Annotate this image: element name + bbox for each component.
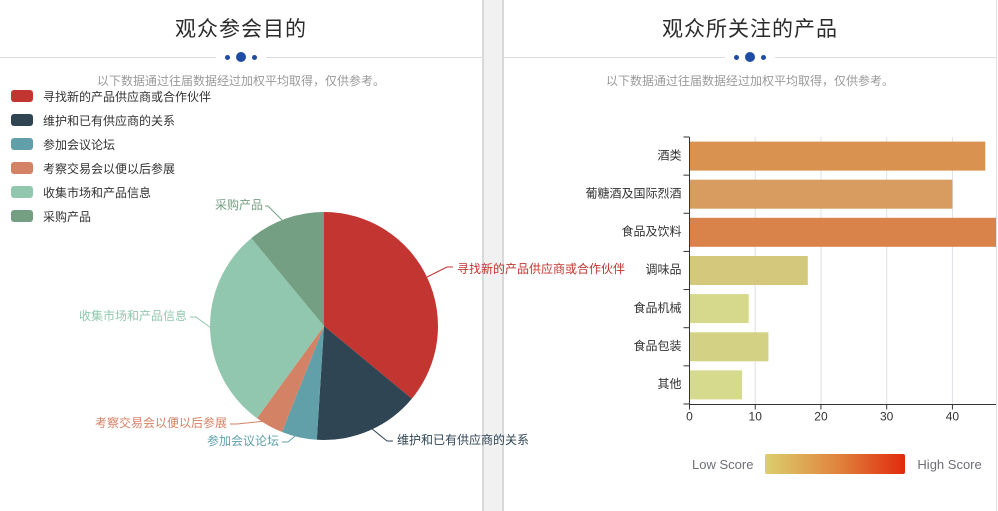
legend-item[interactable]: 参加会议论坛 (11, 132, 211, 156)
legend-item[interactable]: 收集市场和产品信息 (11, 180, 211, 204)
page-title: 观众所关注的产品 (662, 18, 838, 41)
pie-slice[interactable] (324, 212, 438, 399)
legend-swatch (11, 162, 33, 174)
x-tick-label: 10 (749, 410, 763, 424)
divider-dot (236, 52, 246, 62)
divider-dot (734, 54, 739, 60)
title-divider (504, 52, 996, 62)
category-label: 食品包装 (633, 338, 681, 353)
legend-item[interactable]: 寻找新的产品供应商或合作伙伴 (11, 84, 211, 108)
legend-item[interactable]: 考察交易会以便以后参展 (11, 156, 211, 180)
legend-swatch (11, 186, 33, 198)
panel-products-of-interest: 观众所关注的产品 以下数据通过往届数据经过加权平均取得，仅供参考。 酒类葡糖酒及… (504, 0, 997, 511)
category-label: 葡糖酒及国际烈酒 (585, 185, 681, 200)
pie-slice[interactable] (251, 212, 324, 326)
bar[interactable] (689, 217, 997, 247)
pie-slice[interactable] (257, 326, 324, 432)
bar[interactable] (689, 370, 743, 400)
legend-item[interactable]: 维护和已有供应商的关系 (11, 108, 211, 132)
legend-swatch (11, 90, 33, 102)
bar[interactable] (689, 256, 808, 285)
category-label: 食品机械 (633, 300, 681, 315)
visualmap-low-label: Low Score (692, 456, 754, 472)
divider-dot (745, 52, 755, 62)
category-label: 酒类 (657, 148, 681, 162)
legend-swatch (11, 138, 33, 150)
bar[interactable] (689, 332, 769, 362)
title-divider (0, 52, 482, 62)
visualmap-high-label: High Score (917, 456, 982, 472)
pie-legend: 寻找新的产品供应商或合作伙伴 维护和已有供应商的关系 参加会议论坛考察交易会以便以后… (11, 84, 211, 228)
bar[interactable] (689, 294, 749, 324)
legend-label: 维护和已有供应商的关系 (43, 113, 176, 128)
visualmap-gradient-bar[interactable] (765, 454, 906, 474)
x-tick-label: 20 (814, 410, 828, 424)
divider-line (0, 56, 216, 58)
x-tick-label: 0 (686, 410, 693, 424)
divider-line (504, 56, 725, 58)
divider-line (266, 56, 482, 58)
legend-swatch (11, 210, 33, 222)
legend-label: 收集市场和产品信息 (43, 185, 152, 200)
divider-dot (252, 54, 257, 60)
pie-slice[interactable] (282, 326, 324, 440)
legend-item[interactable]: 采购产品 (11, 204, 211, 228)
chart-subtitle: 以下数据通过往届数据经过加权平均取得，仅供参考。 (96, 74, 385, 88)
visualmap-legend: Low Score High Score (692, 454, 982, 474)
x-tick-label: 30 (880, 410, 894, 424)
x-tick-label: 40 (946, 410, 960, 424)
legend-label: 采购产品 (43, 209, 92, 224)
chart-subtitle: 以下数据通过往届数据经过加权平均取得，仅供参考。 (605, 74, 894, 88)
divider-dot (761, 54, 766, 60)
category-label: 调味品 (645, 263, 681, 277)
legend-label: 参加会议论坛 (43, 137, 116, 152)
page-title: 观众参会目的 (175, 18, 307, 41)
divider-dot (225, 54, 230, 60)
divider-line (775, 56, 996, 58)
pie-slice[interactable] (210, 238, 324, 419)
bar[interactable] (689, 141, 986, 171)
category-label: 食品及饮料 (621, 223, 681, 238)
divider-dots (734, 52, 766, 62)
legend-label: 寻找新的产品供应商或合作伙伴 (43, 89, 212, 104)
legend-swatch (11, 114, 33, 126)
pie-slice[interactable] (316, 326, 412, 441)
divider-dots (225, 52, 257, 62)
category-label: 其他 (657, 377, 681, 391)
panel-divider (484, 0, 504, 511)
legend-label: 考察交易会以便以后参展 (43, 161, 176, 176)
bar[interactable] (689, 179, 953, 209)
